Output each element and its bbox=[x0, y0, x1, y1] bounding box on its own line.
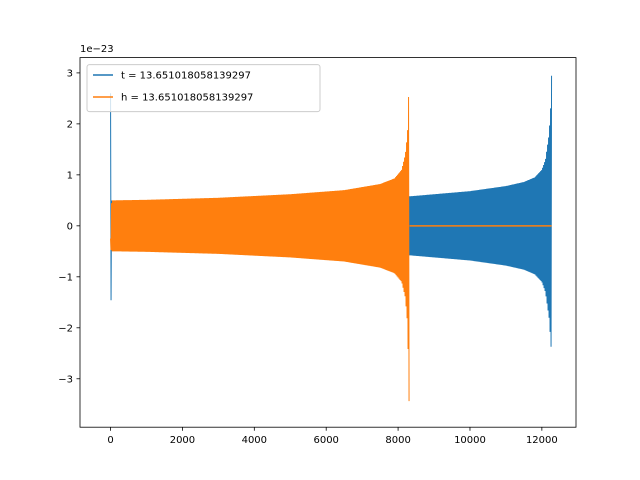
y-tick-label: 2 bbox=[67, 119, 73, 130]
x-axis: 0 2000 4000 6000 8000 10000 12000 bbox=[107, 427, 558, 446]
axes-frame bbox=[79, 57, 577, 428]
x-tick-label: 4000 bbox=[242, 435, 267, 446]
y-axis: −3 −2 −1 0 1 2 3 bbox=[58, 68, 80, 385]
legend-box bbox=[86, 64, 321, 113]
x-tick-label: 10000 bbox=[454, 435, 486, 446]
y-tick-label: 0 bbox=[67, 221, 73, 232]
x-tick-label: 8000 bbox=[385, 435, 410, 446]
y-offset-label: 1e−23 bbox=[80, 44, 114, 55]
x-tick-label: 2000 bbox=[170, 435, 195, 446]
series-h-line bbox=[110, 97, 410, 402]
x-tick-label: 6000 bbox=[313, 435, 338, 446]
legend-label-t: t = 13.651018058139297 bbox=[121, 71, 251, 82]
x-tick-label: 12000 bbox=[526, 435, 558, 446]
x-tick-label: 0 bbox=[107, 435, 113, 446]
y-tick-label: 1 bbox=[67, 170, 73, 181]
y-tick-label: 3 bbox=[67, 68, 73, 79]
legend-label-h: h = 13.651018058139297 bbox=[121, 93, 253, 104]
y-tick-label: −3 bbox=[58, 374, 73, 385]
y-tick-label: −2 bbox=[58, 323, 73, 334]
plot-area bbox=[110, 75, 553, 402]
y-tick-label: −1 bbox=[58, 272, 73, 283]
legend: t = 13.651018058139297 h = 13.6510180581… bbox=[86, 64, 321, 113]
